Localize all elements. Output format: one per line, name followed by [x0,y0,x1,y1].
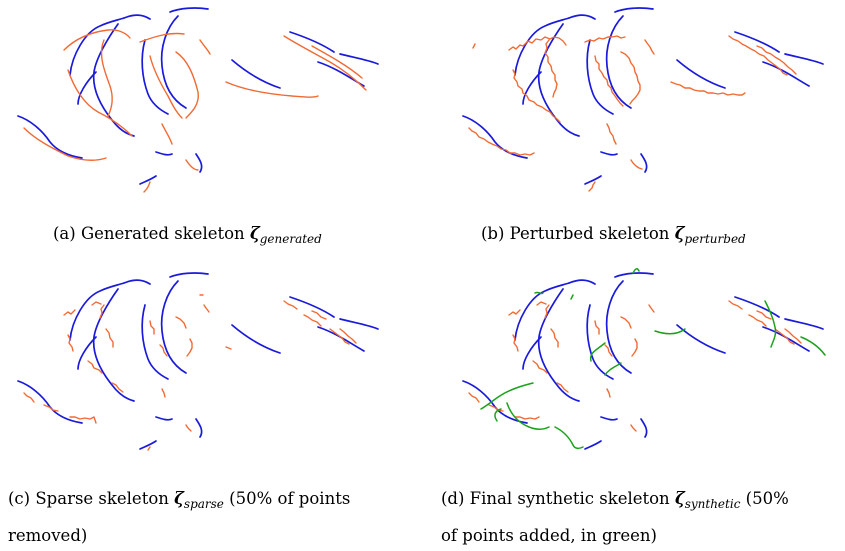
caption-text: (c) Sparse skeleton [8,489,175,508]
panel-c: (c) Sparse skeleton ζsparse (50% of poin… [0,265,400,545]
skeleton-plot-d [462,268,826,450]
zeta-symbol: ζ [249,224,260,243]
caption-text: (b) Perturbed skeleton [481,224,675,243]
zeta-symbol: ζ [674,224,685,243]
caption-subscript: generated [259,232,322,246]
caption-b: (b) Perturbed skeleton ζperturbed [481,218,746,255]
panel-a: (a) Generated skeleton ζgenerated [0,0,400,246]
caption-line-2: of points added, in green) [441,526,657,545]
caption-line-2: removed) [8,526,88,545]
panel-d: (d) Final synthetic skeleton ζsynthetic … [441,265,845,545]
zeta-symbol: ζ [174,489,184,508]
reference-skeleton-a [17,7,379,185]
caption-subscript: sparse [183,497,224,511]
skeleton-c [23,294,357,451]
caption-subscript: perturbed [684,232,746,246]
reference-skeleton-c [17,272,379,450]
caption-text: (a) Generated skeleton [53,224,250,243]
reference-skeleton-d [462,272,824,450]
panel-b: (b) Perturbed skeleton ζperturbed [445,0,845,246]
skeleton-b [468,35,797,192]
skeleton-plot-b [462,7,824,192]
caption-line-1: (d) Final synthetic skeleton ζsynthetic … [441,483,789,520]
skeleton-d [468,300,802,432]
zeta-symbol: ζ [674,489,685,508]
caption-a: (a) Generated skeleton ζgenerated [53,218,322,255]
caption-text: (d) Final synthetic skeleton [441,489,675,508]
skeleton-plot-c [17,272,379,451]
caption-c: (c) Sparse skeleton ζsparse (50% of poin… [8,483,350,551]
caption-line-1: (c) Sparse skeleton ζsparse (50% of poin… [8,483,350,520]
skeleton-a [23,29,367,193]
caption-text: (50% of points [223,489,351,508]
added-points-d [480,268,826,450]
caption-text: (50% [740,489,789,508]
reference-skeleton-b [462,7,824,185]
caption-d: (d) Final synthetic skeleton ζsynthetic … [441,483,789,551]
skeleton-plot-a [17,7,379,193]
caption-subscript: synthetic [684,497,741,511]
